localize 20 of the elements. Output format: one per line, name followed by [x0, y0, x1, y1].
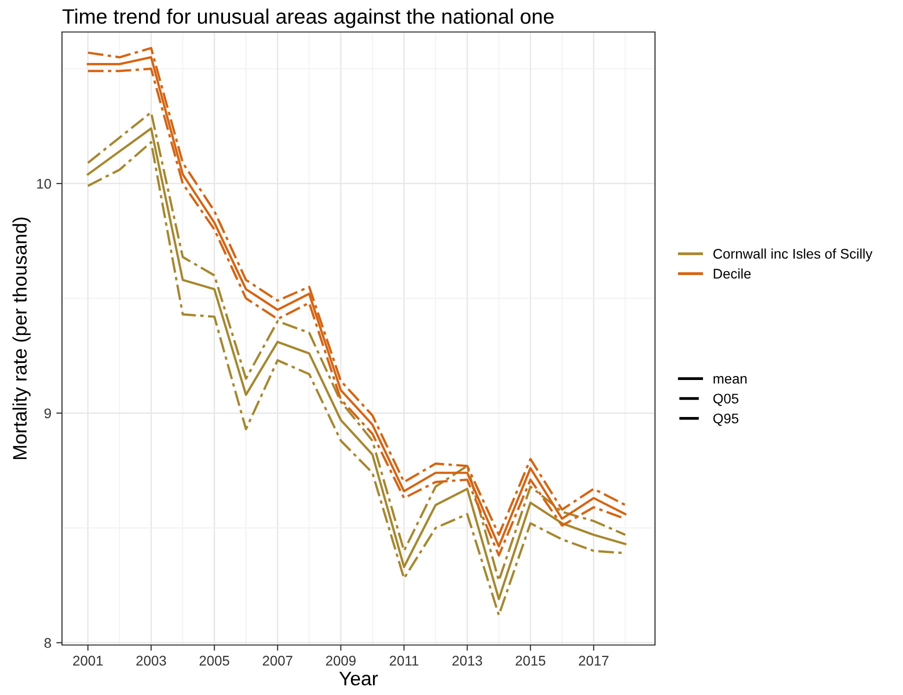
- x-tick-label: 2001: [73, 656, 103, 666]
- text: Q95: [713, 414, 738, 426]
- text: mean: [714, 376, 747, 384]
- chart-title: Time trend for unusual areas against the national one: [62, 8, 554, 28]
- x-axis-title: Year: [339, 672, 378, 686]
- x-tick-label: 2015: [516, 656, 546, 666]
- legend-label: Decile: [714, 268, 751, 279]
- x-tick-label: 2005: [200, 656, 230, 666]
- x-tick-label: 2017: [578, 656, 608, 666]
- x-tick-label: 2009: [326, 656, 356, 666]
- y-axis-title: Mortality rate (per thousand): [12, 218, 31, 460]
- x-tick-label: 2007: [262, 656, 292, 666]
- x-tick-label: 2003: [136, 656, 166, 666]
- legend-label: Cornwall inc Isles of Scilly: [713, 248, 872, 262]
- x-tick-label: 2011: [390, 656, 418, 666]
- y-tick-label: 9: [44, 408, 51, 418]
- text: Q05: [713, 394, 738, 406]
- x-tick-label: 2013: [452, 656, 482, 666]
- y-tick-label: 10: [37, 178, 52, 189]
- y-tick-label: 8: [44, 638, 51, 648]
